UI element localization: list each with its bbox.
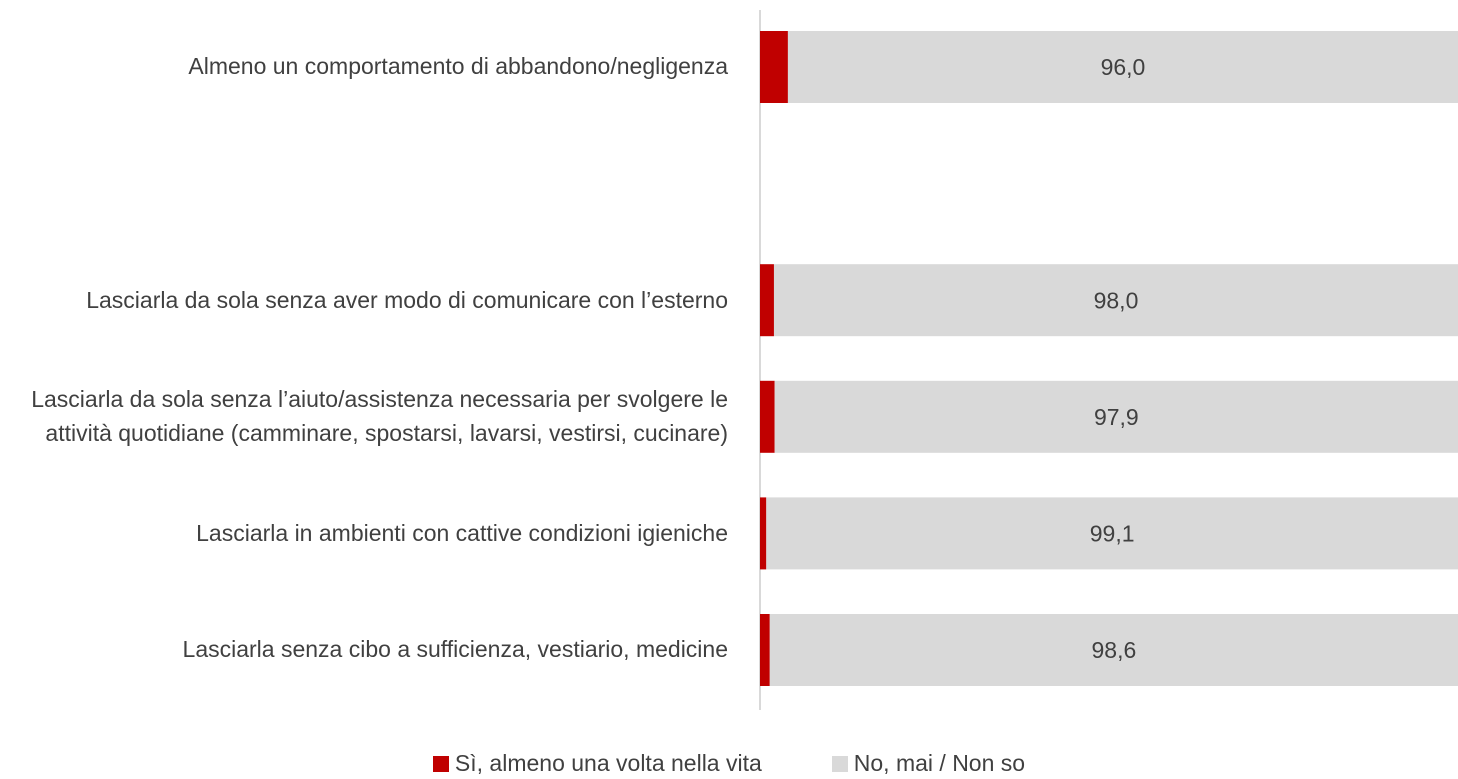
chart: 4,096,02,098,02,197,90,999,11,498,6 xyxy=(759,10,1458,710)
legend-item: Sì, almeno una volta nella vita xyxy=(432,750,762,777)
bar-segment xyxy=(773,264,1458,337)
legend-item: No, mai / Non so xyxy=(831,750,1026,777)
value-label: 96,0 xyxy=(1101,54,1146,80)
bar-segment xyxy=(760,497,767,570)
legend-label: No, mai / Non so xyxy=(853,750,1026,776)
bar-segment xyxy=(760,614,770,686)
legend-label: Sì, almeno una volta nella vita xyxy=(454,750,762,776)
category-label: Lasciarla da sola senza aver modo di com… xyxy=(86,286,728,313)
bar-segment xyxy=(769,614,1458,686)
bar-segment xyxy=(760,380,775,453)
value-label: 97,9 xyxy=(1094,404,1139,430)
legend-swatch xyxy=(432,755,449,772)
category-label: Lasciarla senza cibo a sufficienza, vest… xyxy=(182,636,728,663)
bar-segment xyxy=(766,497,1458,570)
legend: Sì, almeno una volta nella vita No, mai /… xyxy=(0,750,1458,777)
bar-segment xyxy=(760,31,788,103)
value-label: 99,1 xyxy=(1090,520,1135,546)
legend-swatch xyxy=(831,755,848,772)
category-label: Lasciarla da sola senza l’aiuto/assisten… xyxy=(31,386,728,446)
bar-segment xyxy=(774,380,1458,453)
value-label: 98,6 xyxy=(1092,637,1137,663)
bar-segment xyxy=(760,264,774,337)
value-label: 98,0 xyxy=(1094,287,1139,313)
bar-segment xyxy=(787,31,1458,103)
category-label: Lasciarla in ambienti con cattive condiz… xyxy=(196,519,728,546)
category-label: Almeno un comportamento di abbandono/neg… xyxy=(188,53,728,80)
